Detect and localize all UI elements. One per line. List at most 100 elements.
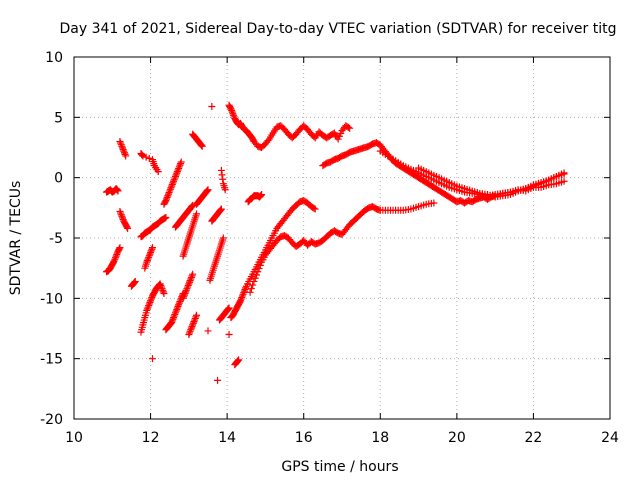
data-point <box>158 285 166 293</box>
data-point <box>115 245 123 253</box>
data-point <box>169 315 177 323</box>
data-point <box>174 302 182 310</box>
data-point <box>191 316 199 324</box>
x-tick-label: 24 <box>601 430 619 446</box>
data-point <box>130 279 138 287</box>
data-point <box>203 187 211 195</box>
data-point <box>147 295 155 303</box>
data-point <box>166 187 174 195</box>
series-track-ac <box>415 164 568 201</box>
data-point <box>172 171 180 179</box>
data-point <box>185 331 193 339</box>
data-point <box>311 205 319 213</box>
data-point <box>204 186 212 194</box>
data-point <box>177 160 185 168</box>
data-point <box>204 327 212 335</box>
data-point <box>254 268 262 276</box>
data-point <box>124 224 132 232</box>
data-point <box>187 203 195 211</box>
data-point <box>118 212 126 220</box>
data-point <box>177 158 185 166</box>
data-point <box>218 171 226 179</box>
data-point <box>225 304 233 312</box>
data-point <box>250 277 258 285</box>
data-point <box>168 181 176 189</box>
series-track-z <box>244 191 266 206</box>
x-axis-ticks: 10 12 14 16 18 20 22 24 <box>65 57 619 446</box>
data-point <box>118 144 126 152</box>
series-track-u <box>204 102 229 335</box>
data-point <box>111 254 119 262</box>
x-axis-label: GPS time / hours <box>281 459 398 475</box>
y-axis-ticks: -20 -15 -10 -5 0 5 10 <box>40 50 610 428</box>
y-tick-label: 10 <box>45 50 63 66</box>
data-point <box>198 142 206 150</box>
series-track-f <box>137 280 168 336</box>
data-point <box>193 311 201 319</box>
data-point <box>145 154 153 162</box>
series-track-w <box>225 101 354 151</box>
data-point <box>122 152 130 160</box>
data-point <box>164 190 172 198</box>
data-point <box>192 313 200 321</box>
data-point <box>144 303 152 311</box>
data-point <box>188 322 196 330</box>
series-track-i <box>137 150 162 363</box>
x-tick-label: 12 <box>142 430 160 446</box>
y-axis-label: SDTVAR / TECUs <box>8 181 24 296</box>
data-point <box>346 124 354 132</box>
data-point <box>170 176 178 184</box>
series-track-n <box>179 270 197 302</box>
data-point <box>171 174 179 182</box>
data-point <box>241 285 249 293</box>
data-point <box>228 106 236 114</box>
data-point <box>171 172 179 180</box>
data-point <box>237 297 245 305</box>
series-track-p <box>193 186 212 208</box>
data-point <box>227 105 235 113</box>
data-point <box>131 277 139 285</box>
data-point <box>165 189 173 197</box>
data-point <box>116 244 124 252</box>
y-tick-label: -20 <box>40 412 63 428</box>
data-point <box>189 319 197 327</box>
data-point <box>157 283 165 291</box>
data-point <box>216 207 224 215</box>
data-point <box>176 298 184 306</box>
data-point <box>186 327 194 335</box>
data-point <box>221 186 229 194</box>
data-point <box>180 293 188 301</box>
data-point <box>252 271 260 279</box>
data-point <box>183 285 191 293</box>
y-tick-label: -15 <box>40 352 63 368</box>
data-point <box>219 175 227 183</box>
data-point <box>117 211 125 219</box>
data-point <box>174 166 182 174</box>
data-point <box>184 281 192 289</box>
data-point <box>186 277 194 285</box>
data-point <box>170 312 178 320</box>
x-tick-label: 18 <box>371 430 389 446</box>
data-point <box>120 149 128 157</box>
data-point <box>189 270 197 278</box>
grid-lines <box>74 57 610 419</box>
data-point <box>113 186 121 194</box>
x-tick-label: 10 <box>65 430 83 446</box>
data-point <box>143 306 151 314</box>
data-point <box>143 257 151 265</box>
data-point <box>187 273 195 281</box>
series-track-aa <box>319 139 568 207</box>
data-point <box>255 265 263 273</box>
data-point <box>159 286 167 294</box>
data-point <box>185 329 193 337</box>
series-track-a <box>103 185 122 196</box>
data-point <box>234 357 242 365</box>
data-point <box>171 309 179 317</box>
data-point <box>175 301 183 309</box>
data-point <box>144 255 152 263</box>
data-point <box>239 290 247 298</box>
data-point <box>117 209 125 217</box>
data-point <box>154 168 162 176</box>
data-point <box>175 164 183 172</box>
data-point <box>168 318 176 326</box>
